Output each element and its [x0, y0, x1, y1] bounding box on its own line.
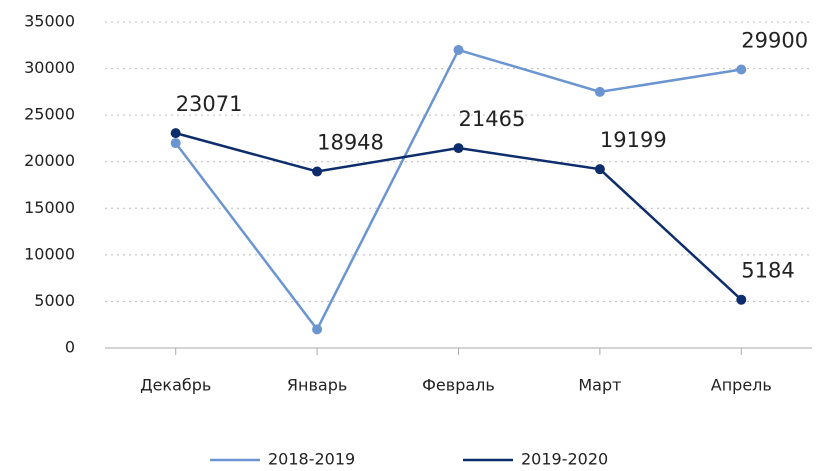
y-tick-label: 30000 — [24, 58, 75, 77]
data-label: 29900 — [741, 29, 808, 53]
data-point — [312, 324, 323, 335]
y-tick-label: 35000 — [24, 12, 75, 31]
data-point — [453, 143, 464, 154]
data-label: 5184 — [741, 259, 794, 283]
data-point — [312, 166, 323, 177]
series-line — [174, 48, 742, 332]
data-point — [170, 128, 181, 139]
data-point — [594, 86, 605, 97]
y-tick-label: 10000 — [24, 244, 75, 263]
data-point — [736, 64, 747, 75]
x-tick-label: Март — [578, 376, 621, 395]
y-tick-label: 5000 — [34, 291, 75, 310]
y-tick-label: 20000 — [24, 151, 75, 170]
x-tick-label: Декабрь — [140, 376, 211, 395]
y-tick-label: 15000 — [24, 198, 75, 217]
data-point — [594, 164, 605, 175]
legend-label: 2019-2020 — [521, 450, 608, 469]
x-tick-label: Январь — [287, 376, 347, 395]
series-line — [175, 131, 743, 301]
data-point — [170, 138, 181, 149]
data-label: 19199 — [600, 128, 667, 152]
data-label: 18948 — [317, 131, 384, 155]
x-tick-label: Апрель — [711, 376, 772, 395]
data-point — [453, 44, 464, 55]
data-label: 21465 — [459, 107, 526, 131]
y-tick-label: 0 — [65, 338, 75, 357]
x-tick-label: Февраль — [422, 376, 495, 395]
y-tick-label: 25000 — [24, 105, 75, 124]
data-point — [736, 294, 747, 305]
legend-label: 2018-2019 — [268, 450, 355, 469]
data-label: 23071 — [176, 92, 243, 116]
